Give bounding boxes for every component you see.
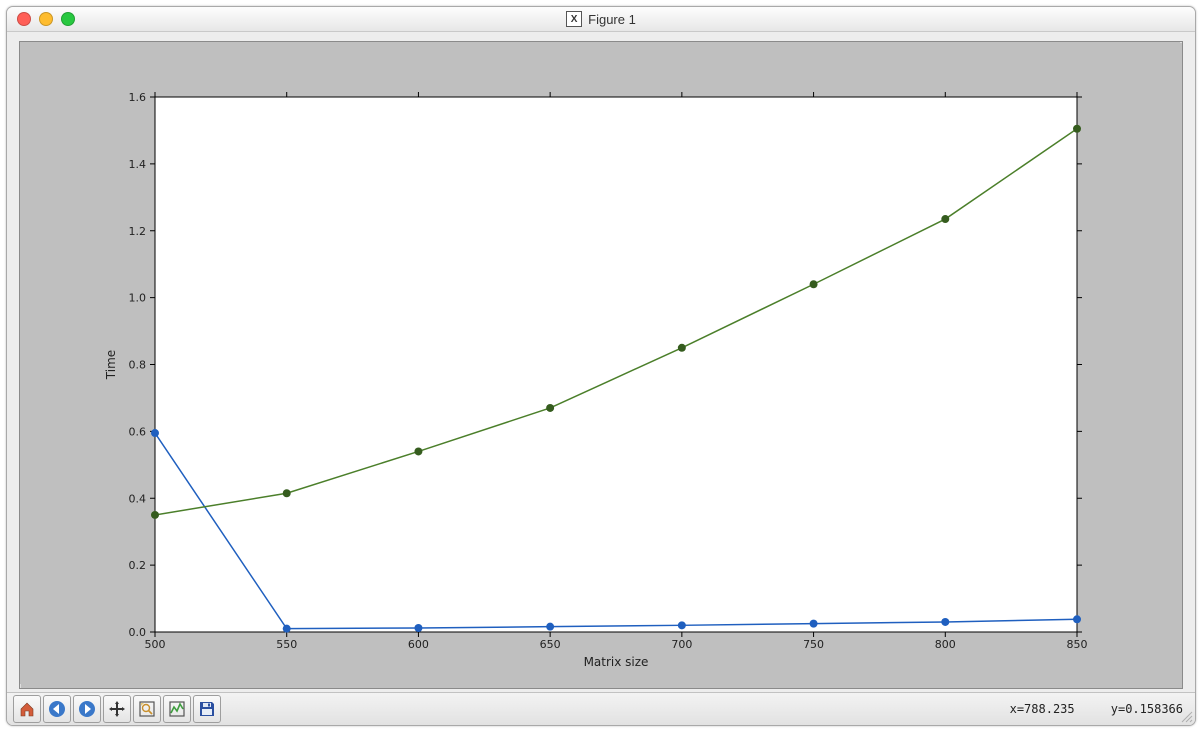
close-button[interactable]: [17, 12, 31, 26]
x-tick-label: 750: [803, 638, 824, 651]
series-2-marker: [941, 215, 949, 223]
x-tick-label: 850: [1067, 638, 1088, 651]
y-tick-label: 0.8: [129, 359, 147, 372]
forward-button[interactable]: [73, 695, 101, 723]
save-button[interactable]: [193, 695, 221, 723]
y-tick-label: 0.4: [129, 492, 147, 505]
y-tick-label: 0.6: [129, 425, 147, 438]
y-tick-label: 1.4: [129, 158, 147, 171]
subplots-button[interactable]: [163, 695, 191, 723]
x-tick-label: 600: [408, 638, 429, 651]
subplots-icon: [168, 700, 186, 718]
window-controls: [7, 12, 75, 26]
series-1-marker: [283, 625, 291, 633]
series-2-marker: [678, 344, 686, 352]
series-1-marker: [941, 618, 949, 626]
home-icon: [18, 700, 36, 718]
coord-y-value: 0.158366: [1125, 702, 1183, 716]
arrow-right-icon: [78, 700, 96, 718]
series-2-marker: [546, 404, 554, 412]
x-tick-label: 550: [276, 638, 297, 651]
back-button[interactable]: [43, 695, 71, 723]
cursor-coords: x=788.235 y=0.158366: [966, 688, 1189, 726]
move-icon: [108, 700, 126, 718]
zoom-button[interactable]: [61, 12, 75, 26]
x-tick-label: 650: [540, 638, 561, 651]
statusbar: x=788.235 y=0.158366: [7, 692, 1195, 725]
x-axis-label: Matrix size: [584, 655, 649, 669]
series-2-marker: [151, 511, 159, 519]
y-tick-label: 1.0: [129, 292, 147, 305]
home-button[interactable]: [13, 695, 41, 723]
series-2-marker: [810, 280, 818, 288]
window-title: X Figure 1: [7, 11, 1195, 27]
series-1-marker: [1073, 615, 1081, 623]
series-1-marker: [151, 429, 159, 437]
coord-x-label: x=: [1010, 702, 1024, 716]
x11-icon: X: [566, 11, 582, 27]
plot[interactable]: 500 550 600 650 700 750 800 850 0.0 0.2 0.4 0.6 0.8 1…: [20, 42, 1180, 684]
series-1-marker: [810, 620, 818, 628]
y-axis-label: Time: [104, 350, 118, 380]
resize-grip-icon[interactable]: [1179, 709, 1193, 723]
y-tick-label: 0.2: [129, 559, 147, 572]
series-1-marker: [678, 621, 686, 629]
toolbar: [13, 695, 221, 723]
floppy-icon: [198, 700, 216, 718]
series-1-marker: [546, 623, 554, 631]
coord-x-value: 788.235: [1024, 702, 1075, 716]
series-2-marker: [283, 489, 291, 497]
y-tick-label: 1.6: [129, 91, 147, 104]
minimize-button[interactable]: [39, 12, 53, 26]
series-1-marker: [414, 624, 422, 632]
series-2-marker: [414, 447, 422, 455]
arrow-left-icon: [48, 700, 66, 718]
figure-window: X Figure 1 500 550 600 650 700 750 800 850 0.0 0.…: [6, 6, 1196, 726]
x-tick-label: 800: [935, 638, 956, 651]
window-title-text: Figure 1: [588, 12, 636, 27]
series-2-marker: [1073, 125, 1081, 133]
zoom-rect-icon: [138, 700, 156, 718]
pan-button[interactable]: [103, 695, 131, 723]
x-tick-label: 700: [671, 638, 692, 651]
plot-area: [155, 97, 1077, 632]
y-tick-label: 0.0: [129, 626, 147, 639]
coord-y-label: y=: [1111, 702, 1125, 716]
titlebar: X Figure 1: [7, 7, 1195, 32]
figure-canvas[interactable]: 500 550 600 650 700 750 800 850 0.0 0.2 0.4 0.6 0.8 1…: [19, 41, 1183, 689]
y-tick-label: 1.2: [129, 225, 147, 238]
x-tick-label: 500: [145, 638, 166, 651]
zoom-button[interactable]: [133, 695, 161, 723]
